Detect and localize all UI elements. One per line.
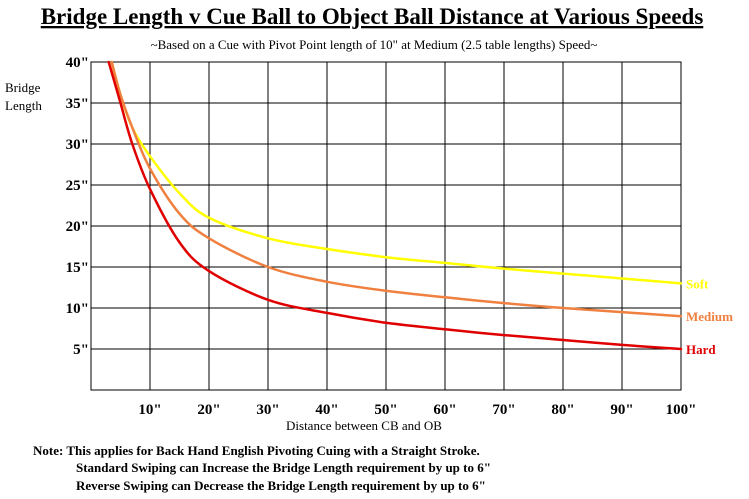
y-tick-label-3: 20" — [66, 219, 89, 235]
y-tick-label-4: 25" — [66, 178, 89, 194]
x-tick-label-9: 100" — [666, 402, 697, 418]
note-line-3: Reverse Swiping can Decrease the Bridge … — [76, 478, 486, 493]
x-tick-label-1: 20" — [197, 402, 220, 418]
x-tick-label-8: 90" — [610, 402, 633, 418]
y-axis-label-line-1: Bridge — [5, 80, 41, 95]
legend: Soft Medium Hard — [686, 276, 733, 357]
chart-subtitle: ~Based on a Cue with Pivot Point length … — [151, 37, 598, 52]
chart-title: Bridge Length v Cue Ball to Object Ball … — [41, 4, 704, 29]
legend-label-hard: Hard — [686, 342, 716, 357]
y-tick-label-5: 30" — [66, 137, 89, 153]
x-tick-label-5: 60" — [433, 402, 456, 418]
x-tick-labels: 10" 20" 30" 40" 50" 60" 70" 80" 90" 100" — [138, 402, 696, 418]
series-line-medium — [110, 60, 683, 318]
y-tick-label-0: 5" — [73, 342, 89, 358]
x-tick-label-0: 10" — [138, 402, 161, 418]
y-tick-label-1: 10" — [66, 301, 89, 317]
y-tick-labels: 5" 10" 15" 20" 25" 30" 35" 40" — [66, 55, 89, 358]
y-tick-label-7: 40" — [66, 55, 89, 71]
legend-label-medium: Medium — [686, 309, 733, 324]
legend-label-soft: Soft — [686, 276, 709, 291]
x-tick-label-4: 50" — [374, 402, 397, 418]
x-tick-label-2: 30" — [256, 402, 279, 418]
y-tick-label-2: 15" — [66, 260, 89, 276]
y-tick-label-6: 35" — [66, 96, 89, 112]
y-axis-label-line-2: Length — [5, 98, 42, 113]
x-tick-label-7: 80" — [551, 402, 574, 418]
x-tick-label-3: 40" — [315, 402, 338, 418]
series-lines — [107, 60, 683, 351]
series-line-hard — [107, 60, 683, 351]
x-tick-label-6: 70" — [492, 402, 515, 418]
note-line-1: Note: This applies for Back Hand English… — [33, 443, 480, 458]
note-line-2: Standard Swiping can Increase the Bridge… — [76, 460, 491, 475]
x-axis-label: Distance between CB and OB — [286, 418, 442, 433]
